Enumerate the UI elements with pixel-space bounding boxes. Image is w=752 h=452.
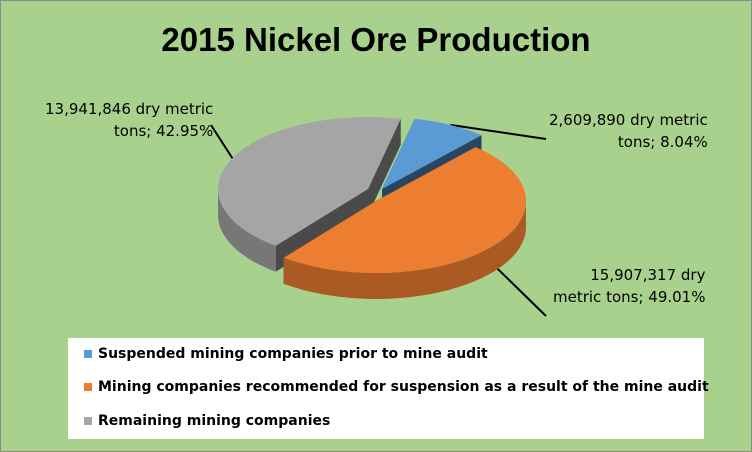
pie-side-2 — [218, 189, 276, 272]
pie-slice-2 — [217, 116, 401, 246]
data-label-remaining: 13,941,846 dry metric tons; 42.95% — [45, 100, 214, 140]
legend-item-recommended: Mining companies recommended for suspens… — [84, 376, 709, 398]
pie-side-1 — [283, 202, 526, 299]
leader-line-2 — [210, 124, 234, 159]
legend-swatch — [84, 383, 92, 391]
pie-tops — [217, 116, 527, 274]
legend-item-suspended: Suspended mining companies prior to mine… — [84, 343, 488, 365]
data-label-recommended: 15,907,317 dry metric tons; 49.01% — [553, 266, 706, 306]
chart-title: 2015 Nickel Ore Production — [161, 21, 591, 58]
pie-slice-0 — [382, 118, 482, 189]
leader-lines — [210, 123, 547, 317]
legend: Suspended mining companies prior to mine… — [68, 338, 709, 439]
leader-line-1 — [490, 261, 547, 317]
legend-swatch — [84, 417, 92, 425]
pie-slice-1 — [283, 147, 527, 274]
legend-item-remaining: Remaining mining companies — [84, 410, 330, 432]
leader-line-0 — [450, 123, 547, 140]
pie-cut-2 — [368, 118, 401, 215]
legend-label: Suspended mining companies prior to mine… — [98, 346, 488, 362]
data-label-suspended: 2,609,890 dry metric tons; 8.04% — [549, 111, 708, 151]
legend-label: Mining companies recommended for suspens… — [98, 379, 709, 395]
legend-swatch — [84, 350, 92, 358]
legend-label: Remaining mining companies — [98, 413, 331, 429]
